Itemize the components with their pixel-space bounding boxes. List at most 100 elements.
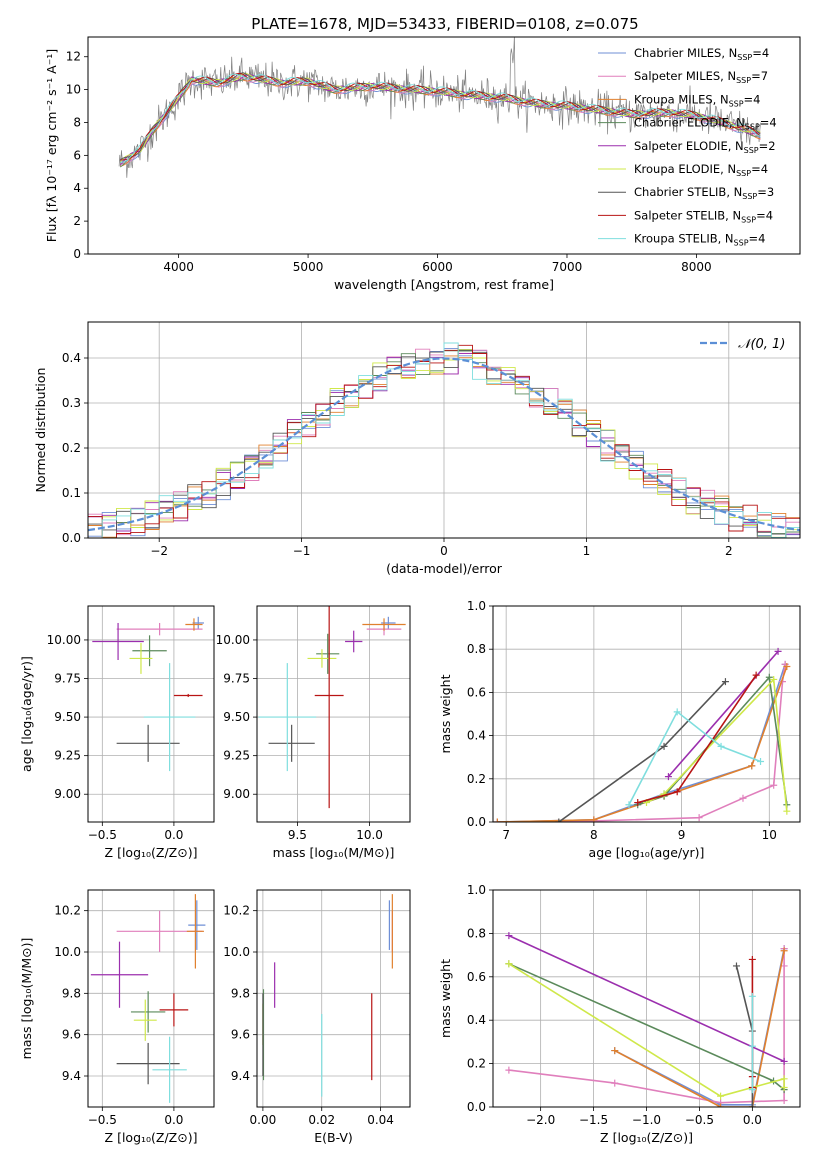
weight-vs-metallicity-panel: −2.0 −1.5 −1.0 −0.5 0.0 0.0 0.2 0.4 0.6 0.8 1.0 Z […: [438, 883, 801, 1145]
weight-point-marker: [748, 762, 756, 770]
y-tick-label: 9.4: [62, 1069, 81, 1083]
y-tick-label: 0.2: [467, 1057, 486, 1071]
axes-frame: [256, 889, 411, 1108]
legend-nssp-subscript: SSP: [737, 53, 752, 62]
residual-histogram: [88, 342, 800, 538]
y-tick-label: 0.3: [62, 396, 81, 410]
y-tick-label: 10.00: [216, 633, 250, 647]
legend-nssp-value: =7: [751, 69, 768, 83]
x-axis-label: Z [log₁₀(Z/Z⊙)]: [105, 845, 198, 860]
axes-frame: [87, 36, 801, 255]
legend-nssp-label: , N: [718, 232, 734, 246]
legend-nssp-label: , N: [720, 162, 736, 176]
y-tick-label: 9.00: [223, 787, 250, 801]
legend-model-name: Chabrier ELODIE: [634, 116, 729, 130]
y-axis-label: Flux [fλ 10⁻¹⁷ erg cm⁻² s⁻¹ A⁻¹]: [44, 49, 59, 242]
weight-point-marker: [752, 671, 760, 679]
weight-point-marker: [721, 678, 729, 686]
y-tick-label: 0.2: [62, 441, 81, 455]
legend-nssp-value: =4: [760, 116, 777, 130]
legend-nssp-label: , N: [721, 46, 737, 60]
y-tick-label: 9.25: [223, 749, 250, 763]
y-tick-label: 0.4: [467, 1013, 486, 1027]
x-tick-label: −1.0: [632, 1113, 661, 1127]
x-tick-label: −0.5: [685, 1113, 714, 1127]
weight-point-marker: [673, 708, 681, 716]
x-axis-label: E(B-V): [314, 1130, 353, 1145]
legend-entry: Chabrier STELIB, NSSP=3: [634, 185, 774, 201]
residual-histogram: [88, 344, 800, 538]
legend-entry: Kroupa MILES, NSSP=4: [634, 92, 761, 108]
x-tick-label: −2: [150, 544, 168, 558]
y-tick-label: 0.8: [467, 926, 486, 940]
legend-model-name: Kroupa STELIB: [634, 232, 718, 246]
x-axis-label: Z [log₁₀(Z/Z⊙)]: [105, 1130, 198, 1145]
model-spectrum-line: [120, 73, 761, 161]
x-tick-label: 10: [762, 828, 777, 842]
legend-nssp-value: =4: [744, 92, 761, 106]
legend-model-name: Salpeter STELIB: [634, 208, 725, 222]
plot-area: [258, 606, 406, 809]
weight-point-marker: [590, 816, 598, 822]
y-tick-label: 0.8: [467, 642, 486, 656]
x-tick-label: 0.0: [164, 1113, 183, 1127]
x-tick-label: 7000: [552, 260, 583, 274]
x-tick-label: 0.0: [164, 828, 183, 842]
weight-point-marker: [739, 794, 747, 802]
legend-entry: Kroupa STELIB, NSSP=4: [634, 232, 765, 248]
x-tick-label: −0.5: [88, 828, 117, 842]
y-tick-label: 0.4: [467, 729, 486, 743]
weight-point-marker: [717, 1092, 725, 1100]
legend-entry: Chabrier ELODIE, NSSP=4: [634, 116, 777, 132]
legend-model-name: Kroupa ELODIE: [634, 162, 720, 176]
plot-area: [92, 616, 204, 772]
weight-point-marker: [634, 799, 642, 807]
legend-nssp-value: =2: [759, 139, 776, 153]
legend-entry: Chabrier MILES, NSSP=4: [634, 46, 769, 62]
x-tick-label: 9.5: [288, 828, 307, 842]
weight-point-marker: [717, 1103, 725, 1107]
legend-model-name: Chabrier STELIB: [634, 185, 726, 199]
weight-series-line: [614, 950, 785, 1107]
legend-nssp-label: , N: [728, 139, 744, 153]
legend-entry: Kroupa ELODIE, NSSP=4: [634, 162, 768, 178]
spectrum-panel: 4000 5000 6000 7000 8000 0 2 4 6 8 10 12 wavelength …: [44, 36, 801, 292]
legend-nssp-value: =4: [749, 232, 766, 246]
x-tick-label: 2: [725, 544, 733, 558]
axes-frame: [87, 605, 215, 823]
weight-point-marker: [611, 1079, 619, 1087]
weight-point-marker: [765, 673, 773, 681]
axes-frame: [256, 605, 411, 823]
legend-entry: Salpeter STELIB, NSSP=4: [634, 208, 773, 224]
y-tick-label: 9.4: [231, 1069, 250, 1083]
weight-point-marker: [780, 947, 788, 955]
y-tick-label: 12: [66, 50, 81, 64]
weight-point-marker: [780, 1096, 788, 1104]
legend-nssp-subscript: SSP: [729, 99, 744, 108]
y-tick-label: 0.6: [467, 685, 486, 699]
y-tick-label: 1.0: [467, 883, 486, 897]
legend-model-name: Kroupa MILES: [634, 92, 713, 106]
model-spectrum-line: [120, 73, 761, 163]
y-tick-label: 10.0: [223, 945, 250, 959]
weight-point-marker: [780, 1057, 788, 1065]
y-tick-label: 2: [73, 214, 81, 228]
weight-point-marker: [748, 1086, 756, 1094]
axes-frame: [492, 889, 801, 1108]
x-tick-label: 0: [440, 544, 448, 558]
weight-point-marker: [770, 781, 778, 789]
y-tick-label: 0.0: [62, 531, 81, 545]
legend-nssp-value: =4: [752, 46, 769, 60]
plot-area: [493, 647, 791, 822]
y-tick-label: 0: [73, 247, 81, 261]
legend-nssp-value: =4: [756, 208, 773, 222]
weight-point-marker: [673, 788, 681, 796]
y-axis-label: mass weight: [438, 674, 453, 753]
mass-vs-metallicity-panel: −0.5 0.0 9.4 9.6 9.8 10.0 10.2 Z [log₁₀(Z/Z⊙)] m…: [19, 889, 215, 1145]
legend-nssp-value: =4: [751, 162, 768, 176]
plot-area: [90, 894, 206, 1103]
legend-nssp-subscript: SSP: [745, 123, 760, 132]
x-tick-label: 7: [502, 828, 510, 842]
